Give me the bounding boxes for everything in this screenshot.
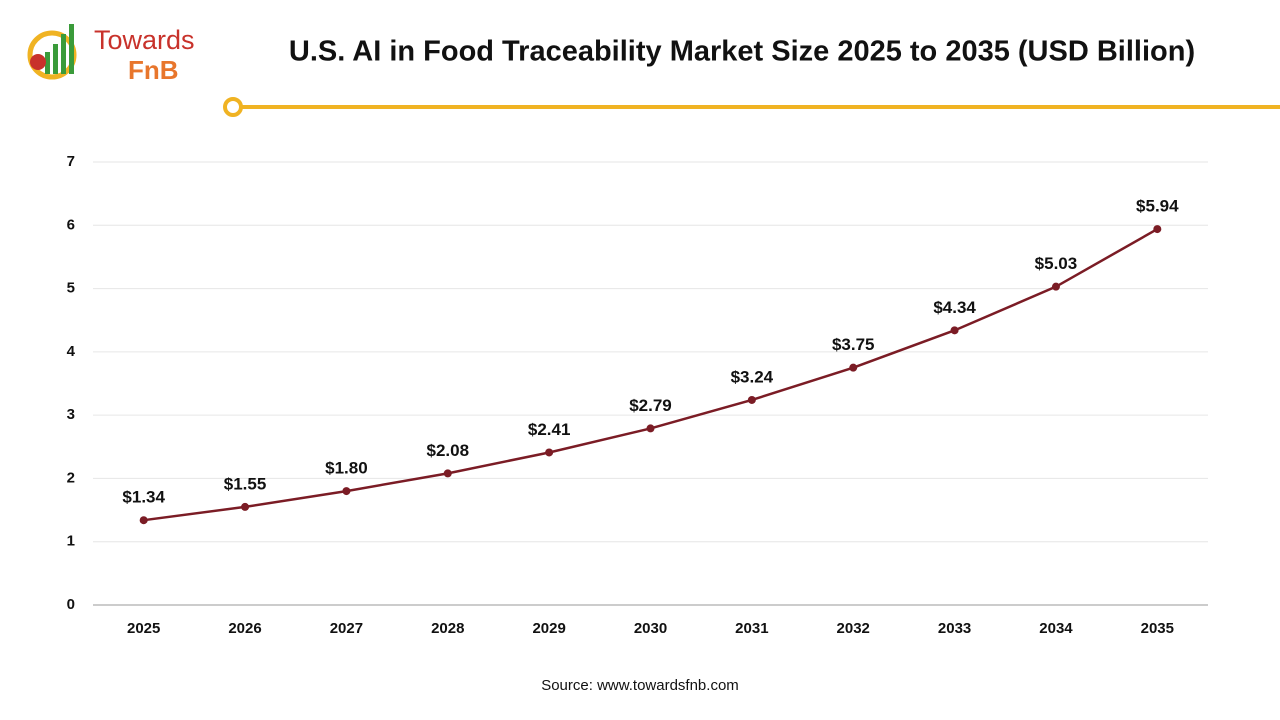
- logo: Towards FnB: [27, 24, 195, 85]
- point: [950, 326, 959, 335]
- logo-text: Towards: [94, 25, 195, 55]
- x-tick-label: 2026: [228, 620, 261, 637]
- logo-bar: [45, 52, 50, 74]
- value-label: $3.24: [731, 367, 774, 386]
- logo-bar: [53, 44, 58, 74]
- value-label: $1.34: [122, 488, 165, 507]
- value-label: $3.75: [832, 335, 875, 354]
- point: [443, 469, 452, 478]
- y-tick-label: 3: [67, 406, 75, 423]
- x-tick-label: 2028: [431, 620, 464, 637]
- x-tick-label: 2031: [735, 620, 768, 637]
- title-rule-dot: [223, 97, 243, 117]
- x-tick-label: 2033: [938, 620, 971, 637]
- y-tick-label: 5: [67, 280, 75, 297]
- x-tick-label: 2032: [837, 620, 870, 637]
- point: [241, 502, 250, 511]
- y-tick-label: 1: [67, 533, 75, 550]
- source: Source: www.towardsfnb.com: [541, 677, 739, 694]
- chart-title: U.S. AI in Food Traceability Market Size…: [289, 36, 1195, 68]
- logo-dot: [30, 54, 46, 70]
- point: [849, 363, 858, 372]
- y-tick-label: 6: [67, 216, 75, 233]
- x-tick-label: 2035: [1141, 620, 1174, 637]
- x-tick-label: 2025: [127, 620, 160, 637]
- y-tick-label: 0: [67, 596, 75, 613]
- value-label: $2.41: [528, 420, 571, 439]
- value-label: $1.55: [224, 474, 267, 493]
- point: [646, 424, 655, 433]
- point: [139, 516, 148, 525]
- point: [545, 448, 554, 457]
- x-tick-label: 2027: [330, 620, 363, 637]
- value-label: $2.79: [629, 396, 672, 415]
- x-tick-label: 2030: [634, 620, 667, 637]
- logo-bar: [69, 24, 74, 74]
- value-label: $5.03: [1035, 254, 1078, 273]
- point: [1051, 282, 1060, 291]
- point: [342, 487, 351, 496]
- y-tick-label: 2: [67, 469, 75, 486]
- value-label: $2.08: [426, 441, 469, 460]
- logo-text: FnB: [128, 55, 179, 85]
- y-tick-label: 4: [67, 343, 76, 360]
- point: [1153, 225, 1162, 234]
- x-tick-label: 2034: [1039, 620, 1073, 637]
- point: [747, 395, 756, 404]
- x-tick-label: 2029: [532, 620, 565, 637]
- value-label: $4.34: [933, 298, 976, 317]
- value-label: $1.80: [325, 459, 368, 478]
- logo-bar: [61, 34, 66, 74]
- value-label: $5.94: [1136, 197, 1179, 216]
- y-tick-label: 7: [67, 153, 75, 170]
